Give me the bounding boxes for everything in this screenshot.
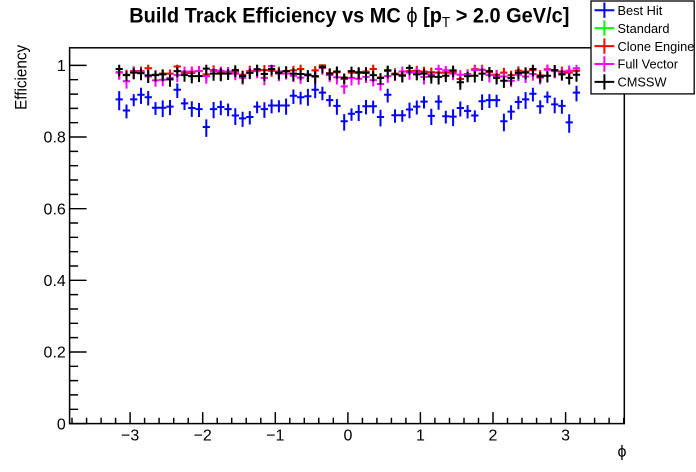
svg-text:−3: −3 <box>121 428 139 445</box>
svg-text:Standard: Standard <box>618 21 670 36</box>
svg-text:Efficiency: Efficiency <box>13 44 31 110</box>
svg-text:Build Track Efficiency vs MC ϕ: Build Track Efficiency vs MC ϕ [pT > 2.0… <box>129 4 569 30</box>
svg-text:0.6: 0.6 <box>44 201 66 218</box>
svg-text:0: 0 <box>57 416 66 433</box>
svg-text:0.4: 0.4 <box>44 273 66 290</box>
svg-text:−2: −2 <box>194 428 212 445</box>
svg-text:ϕ: ϕ <box>618 444 627 461</box>
svg-text:1: 1 <box>416 428 425 445</box>
svg-text:0.2: 0.2 <box>44 345 66 362</box>
svg-text:CMSSW: CMSSW <box>618 75 668 90</box>
svg-text:−1: −1 <box>266 428 284 445</box>
svg-text:0.8: 0.8 <box>44 130 66 147</box>
svg-text:1: 1 <box>57 58 66 75</box>
svg-text:Full Vector: Full Vector <box>618 57 679 72</box>
svg-text:Clone Engine: Clone Engine <box>618 39 695 54</box>
svg-text:3: 3 <box>561 428 570 445</box>
svg-text:0: 0 <box>343 428 352 445</box>
svg-text:Best Hit: Best Hit <box>618 3 663 18</box>
svg-text:2: 2 <box>489 428 498 445</box>
